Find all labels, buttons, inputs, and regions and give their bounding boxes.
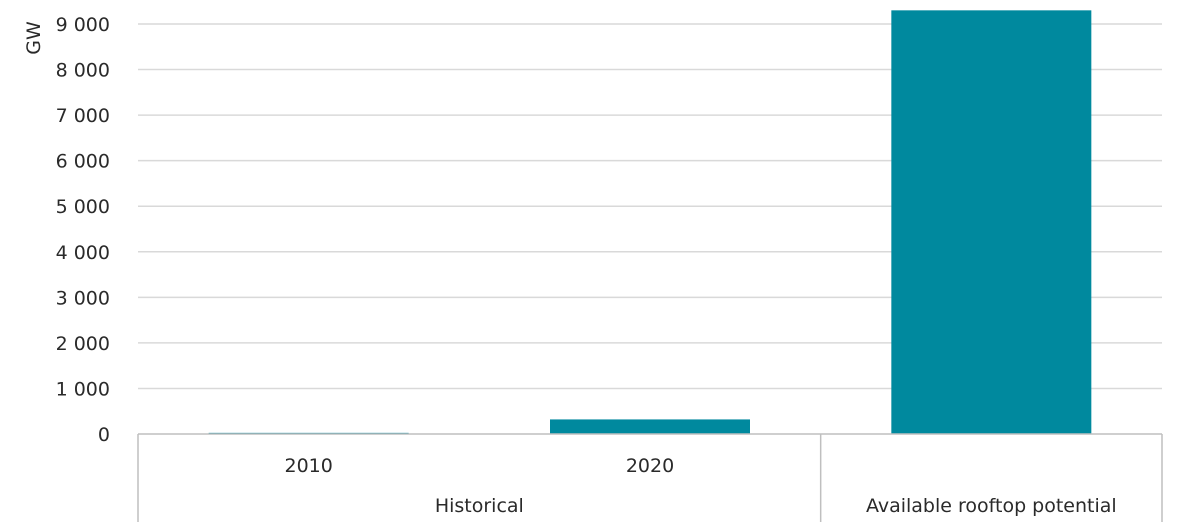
y-tick-label: 0	[98, 424, 110, 446]
y-tick-label: 3 000	[56, 287, 110, 309]
x-tick-label: 2010	[284, 455, 332, 477]
bars	[208, 10, 1092, 434]
x-tick-label: 2020	[626, 455, 674, 477]
y-tick-label: 5 000	[56, 196, 110, 218]
y-tick-label: 4 000	[56, 242, 110, 264]
bar-potential	[891, 10, 1092, 434]
y-tick-label: 8 000	[56, 60, 110, 82]
y-tick-label: 7 000	[56, 105, 110, 127]
y-axis-label: GW	[23, 21, 45, 55]
y-tick-label: 9 000	[56, 14, 110, 36]
group-label: Historical	[435, 495, 524, 517]
y-tick-label: 6 000	[56, 151, 110, 173]
y-axis-ticks: 0 1 000 2 000 3 000 4 000 5 000 6 000 7 000 8 00…	[56, 14, 110, 446]
x-axis: 2010 2020 Historical Available rooftop pote…	[137, 433, 1163, 522]
bar-2020	[550, 419, 750, 434]
group-label: Available rooftop potential	[866, 495, 1117, 517]
y-tick-label: 2 000	[56, 333, 110, 355]
y-tick-label: 1 000	[56, 378, 110, 400]
gridlines	[138, 23, 1162, 390]
